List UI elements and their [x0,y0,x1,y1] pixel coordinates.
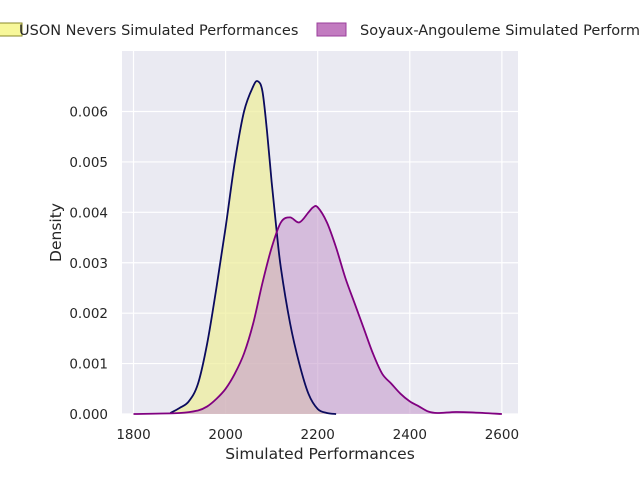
tick-labels: 1800 2000 2200 2400 2600 0.000 0.001 0.002 0.003… [69,105,519,444]
x-tick-label: 2400 [393,427,427,443]
density-area-uson-nevers-simulated-performances [170,80,337,414]
y-axis-label: Density [47,203,65,262]
legend-label-soyaux-angouleme: Soyaux-Angouleme Simulated Performances [360,23,640,39]
series-layer [133,80,502,415]
y-tick-label: 0.002 [69,306,108,322]
legend: USON Nevers Simulated Performances Soyau… [0,22,640,39]
y-tick-label: 0.003 [69,256,108,272]
x-axis-label: Simulated Performances [225,445,415,463]
x-tick-label: 2200 [301,427,335,443]
density-line-soyaux-angouleme-simulated-performances [133,205,502,415]
density-area-soyaux-angouleme-simulated-performances [133,205,502,414]
y-tick-label: 0.005 [69,155,108,171]
density-line-uson-nevers-simulated-performances [169,80,337,415]
y-tick-label: 0.000 [69,407,108,423]
y-tick-label: 0.006 [69,105,108,121]
legend-swatch-uson-nevers [0,22,23,37]
x-tick-label: 2600 [485,427,519,443]
legend-swatch-soyaux-angouleme [316,22,347,37]
y-tick-label: 0.004 [69,205,108,221]
x-tick-label: 2000 [208,427,242,443]
y-tick-label: 0.001 [69,357,108,373]
x-tick-label: 1800 [116,427,150,443]
legend-label-uson-nevers: USON Nevers Simulated Performances [19,23,298,39]
